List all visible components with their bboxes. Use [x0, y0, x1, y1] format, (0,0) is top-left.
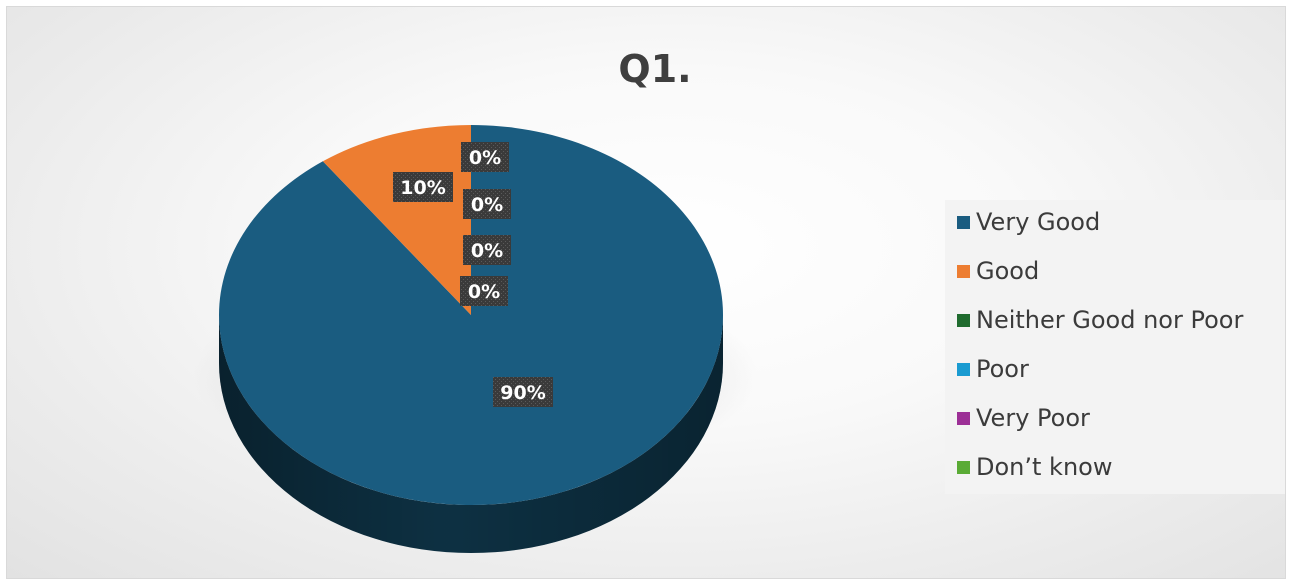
data-label-5: 0% [460, 276, 508, 306]
data-label-box-5 [460, 276, 508, 306]
data-label-text-0: 90% [500, 382, 545, 404]
data-label-text-2: 0% [469, 147, 501, 169]
pie-chart: 90% 10% 0% 0% 0% 0% [193, 125, 757, 553]
data-label-4: 0% [463, 235, 511, 265]
legend-label: Poor [976, 355, 1029, 383]
legend-label: Don’t know [976, 453, 1113, 481]
legend-label: Very Poor [976, 404, 1090, 432]
data-label-text-3: 0% [471, 194, 503, 216]
data-label-1: 10% [393, 172, 453, 202]
legend-label: Good [976, 257, 1040, 285]
data-label-0: 90% [493, 377, 553, 407]
legend-item: Very Poor [957, 404, 1090, 432]
legend-item: Good [957, 257, 1039, 285]
legend-swatch [957, 411, 970, 425]
legend-item: Very Good [957, 208, 1100, 236]
data-label-2: 0% [461, 142, 509, 172]
data-label-box-3 [463, 189, 511, 219]
legend-swatch [957, 215, 970, 229]
data-label-box-0 [493, 377, 553, 407]
data-label-box-4 [463, 235, 511, 265]
data-label-text-1: 10% [400, 177, 445, 199]
data-label-text-4: 0% [471, 240, 503, 262]
pie-side-shade-0 [219, 315, 723, 553]
legend-swatch [957, 460, 970, 474]
data-label-text-5: 0% [468, 281, 500, 303]
legend-swatch [957, 313, 970, 327]
legend: Very Good Good Neither Good nor Poor Poor Ve… [945, 200, 1285, 494]
chart-title: Q1. [618, 47, 692, 91]
data-label-box-1 [393, 172, 453, 202]
legend-item: Poor [957, 355, 1029, 383]
legend-label: Very Good [976, 208, 1101, 236]
legend-item: Don’t know [957, 453, 1112, 481]
legend-swatch [957, 362, 970, 376]
data-label-3: 0% [463, 189, 511, 219]
legend-item: Neither Good nor Poor [957, 306, 1243, 334]
legend-swatch [957, 264, 970, 278]
data-label-box-2 [461, 142, 509, 172]
legend-label: Neither Good nor Poor [976, 306, 1244, 334]
chart-area: Q1. 90% 10% 0% 0% 0% 0% Very Good Good Neither … [6, 6, 1286, 579]
